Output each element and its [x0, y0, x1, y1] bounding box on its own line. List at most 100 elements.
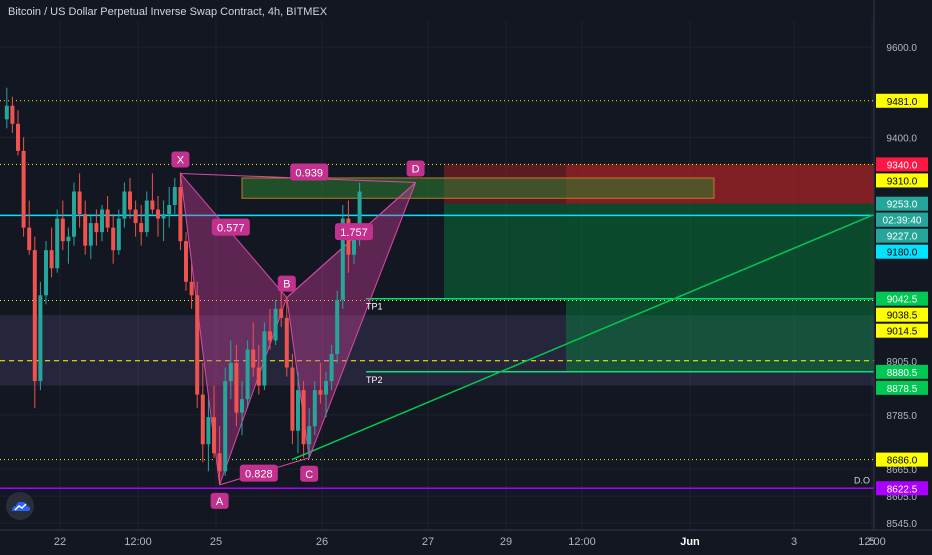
price-label-badge — [876, 244, 928, 259]
candle-body — [105, 209, 110, 228]
time-tick-label: 22 — [54, 536, 66, 548]
candle-body — [195, 295, 200, 395]
candle-body — [290, 367, 295, 431]
tp1-label: TP1 — [366, 302, 383, 312]
price-label-badge — [876, 452, 928, 467]
time-tick-label: 5 — [869, 536, 875, 548]
price-label: 9227.0 — [887, 232, 918, 243]
ratio-badge — [290, 163, 329, 181]
daily-open-label: D.O — [854, 475, 870, 485]
price-label-badge — [876, 173, 928, 188]
price-tick-label: 8545.0 — [886, 519, 917, 530]
candle-body — [335, 299, 340, 354]
time-tick-label: 3 — [791, 536, 797, 548]
candle-body — [156, 209, 160, 219]
candle-body — [284, 317, 289, 368]
price-label: 9481.0 — [887, 97, 918, 108]
candle-body — [66, 236, 71, 242]
chart-title: Bitcoin / US Dollar Perpetual Inverse Sw… — [8, 6, 328, 18]
candle-body — [324, 381, 328, 395]
candle-body — [178, 186, 183, 242]
candle-body — [212, 417, 216, 454]
candle-body — [32, 250, 37, 382]
candle-body — [200, 394, 205, 445]
pattern-point-label: A — [216, 496, 224, 508]
candle-body — [184, 241, 188, 282]
candle-body — [357, 191, 362, 237]
candle-body — [245, 349, 250, 400]
price-label-badge — [876, 323, 928, 338]
ratio-label: 1.757 — [340, 227, 368, 239]
candle-body — [133, 209, 138, 224]
candle-body — [279, 308, 284, 318]
candle-body — [4, 105, 9, 120]
price-tick-label: 9600.0 — [886, 43, 917, 54]
candle-body — [312, 390, 317, 427]
range-zone — [0, 315, 874, 386]
ratio-badge — [239, 464, 278, 482]
pattern-point-label: B — [283, 279, 290, 291]
candle-body — [206, 417, 211, 445]
tp2-label: TP2 — [366, 375, 383, 385]
price-label: 9014.5 — [887, 327, 918, 338]
price-tick-label: 8785.0 — [886, 411, 917, 422]
price-label: 9038.5 — [887, 311, 918, 322]
candle-body — [55, 218, 60, 269]
candle-body — [240, 399, 244, 413]
ratio-label: 0.577 — [217, 223, 245, 235]
candle-body — [296, 390, 300, 431]
price-tick-label: 8665.0 — [886, 465, 917, 476]
candle-body — [88, 223, 93, 246]
price-label-badge — [876, 380, 928, 395]
time-tick-label: 12:00 — [858, 536, 886, 548]
candle-body — [273, 308, 278, 341]
candle-body — [21, 150, 26, 228]
candle-body — [16, 123, 20, 151]
candle-body — [38, 295, 43, 382]
candle-body — [301, 390, 306, 445]
pattern-point-badge — [171, 151, 190, 168]
candle-body — [49, 250, 54, 269]
time-axis-bg — [0, 530, 932, 550]
candle-body — [251, 349, 256, 368]
candle-body — [318, 390, 323, 395]
candle-body — [256, 367, 261, 386]
ratio-badge — [335, 223, 373, 241]
candle-body — [340, 218, 345, 300]
pattern-point-label: D — [412, 163, 420, 175]
candle-body — [223, 381, 228, 472]
price-label-badge — [876, 157, 928, 172]
candle-body — [228, 363, 233, 382]
price-label: 9340.0 — [887, 160, 918, 171]
price-label-badge — [876, 481, 928, 496]
candle-body — [144, 200, 149, 233]
candle-body — [150, 200, 155, 210]
price-label: 8622.5 — [887, 484, 918, 495]
entry-zone — [241, 177, 715, 199]
tradingview-cloud-icon[interactable] — [6, 492, 34, 520]
candle-body — [122, 191, 127, 219]
price-tick-label: 9400.0 — [886, 133, 917, 144]
candle-body — [268, 331, 272, 341]
price-label-badge — [876, 364, 928, 379]
trend-line — [291, 213, 875, 461]
take-profit-zone-2 — [566, 203, 874, 373]
candle-body — [10, 105, 15, 124]
candle-body — [139, 223, 144, 233]
pattern-point-badge — [210, 492, 229, 509]
price-tick-label: 8605.0 — [886, 492, 917, 503]
candle-body — [100, 209, 104, 233]
price-label-badge — [876, 307, 928, 322]
take-profit-zone — [444, 203, 566, 300]
candle-body — [72, 191, 76, 237]
pattern-point-badge — [300, 465, 319, 482]
ratio-label: 0.939 — [295, 168, 323, 180]
candle-body — [172, 186, 177, 206]
price-tick-label: 8905.0 — [886, 357, 917, 368]
price-label: 8880.5 — [887, 368, 918, 379]
candle-body — [116, 218, 121, 251]
candle-body — [352, 236, 356, 255]
candle-body — [307, 426, 312, 445]
